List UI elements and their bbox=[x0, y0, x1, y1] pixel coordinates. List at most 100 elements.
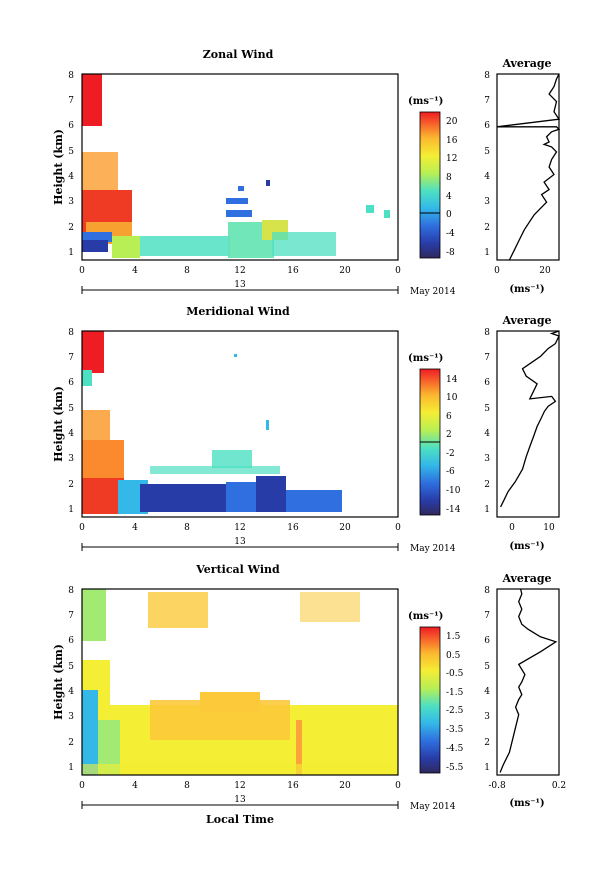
colorbar-units: (ms⁻¹) bbox=[408, 353, 443, 364]
avg-x-label: (ms⁻¹) bbox=[509, 798, 544, 809]
plot-frame bbox=[81, 588, 399, 776]
y-tick-labels: 1 2 3 4 5 6 7 8 bbox=[68, 586, 74, 773]
panel-title: Meridional Wind bbox=[186, 305, 290, 318]
svg-text:0: 0 bbox=[395, 781, 401, 791]
svg-text:7: 7 bbox=[484, 96, 490, 106]
svg-text:4: 4 bbox=[484, 687, 490, 697]
svg-text:12: 12 bbox=[446, 154, 457, 164]
month-label: May 2014 bbox=[410, 802, 456, 812]
avg-x-tick: 0 bbox=[494, 266, 500, 276]
svg-text:2: 2 bbox=[484, 738, 490, 748]
svg-text:4: 4 bbox=[132, 781, 138, 791]
svg-text:6: 6 bbox=[68, 378, 74, 388]
month-label: May 2014 bbox=[410, 287, 456, 297]
svg-text:6: 6 bbox=[484, 636, 490, 646]
svg-text:3: 3 bbox=[484, 712, 490, 722]
avg-y-tick-labels: 1 2 3 4 5 6 7 8 bbox=[484, 328, 490, 515]
svg-text:12: 12 bbox=[234, 781, 245, 791]
svg-text:20: 20 bbox=[339, 781, 351, 791]
day-label: 13 bbox=[234, 280, 246, 290]
svg-text:0: 0 bbox=[395, 523, 401, 533]
svg-text:0: 0 bbox=[446, 210, 452, 220]
x-tick-labels: 0 4 8 12 16 20 0 bbox=[79, 523, 401, 533]
avg-y-tick-labels: 1 2 3 4 5 6 7 8 bbox=[484, 586, 490, 773]
svg-text:-8: -8 bbox=[446, 248, 455, 258]
svg-text:8: 8 bbox=[68, 71, 74, 81]
svg-text:-1.5: -1.5 bbox=[446, 688, 464, 698]
svg-text:8: 8 bbox=[184, 781, 190, 791]
svg-text:0: 0 bbox=[79, 523, 85, 533]
svg-text:-0.5: -0.5 bbox=[446, 669, 464, 679]
svg-text:7: 7 bbox=[484, 611, 490, 621]
svg-text:5: 5 bbox=[484, 662, 490, 672]
day-bar bbox=[81, 286, 399, 294]
colorbar-tick-labels: 1.5 0.5 -0.5 -1.5 -2.5 -3.5 -4.5 -5.5 bbox=[446, 632, 464, 773]
month-label: May 2014 bbox=[410, 544, 456, 554]
svg-text:0: 0 bbox=[395, 266, 401, 276]
svg-text:6: 6 bbox=[68, 636, 74, 646]
avg-profile-line bbox=[499, 588, 558, 773]
svg-text:5: 5 bbox=[68, 147, 74, 157]
svg-text:2: 2 bbox=[68, 223, 74, 233]
svg-text:1: 1 bbox=[68, 248, 74, 258]
svg-text:0: 0 bbox=[79, 266, 85, 276]
avg-title: Average bbox=[501, 57, 551, 70]
svg-text:-10: -10 bbox=[446, 486, 461, 496]
colorbar-units: (ms⁻¹) bbox=[408, 611, 443, 622]
panel-title: Vertical Wind bbox=[195, 563, 280, 576]
svg-text:3: 3 bbox=[484, 197, 490, 207]
svg-text:-4.5: -4.5 bbox=[446, 744, 464, 754]
svg-text:4: 4 bbox=[446, 192, 452, 202]
svg-text:-3.5: -3.5 bbox=[446, 725, 464, 735]
svg-text:4: 4 bbox=[484, 429, 490, 439]
svg-text:14: 14 bbox=[446, 375, 458, 385]
svg-text:2: 2 bbox=[68, 738, 74, 748]
heatmap-data bbox=[82, 589, 398, 775]
avg-x-tick: -0.8 bbox=[488, 781, 506, 791]
svg-text:6: 6 bbox=[484, 121, 490, 131]
y-axis-label: Height (km) bbox=[52, 129, 65, 205]
y-axis-label: Height (km) bbox=[52, 644, 65, 720]
x-tick-labels: 0 4 8 12 16 20 0 bbox=[79, 781, 401, 791]
svg-text:-4: -4 bbox=[446, 229, 455, 239]
avg-x-tick: 10 bbox=[543, 523, 555, 533]
svg-text:3: 3 bbox=[484, 454, 490, 464]
avg-x-tick: 20 bbox=[539, 266, 551, 276]
day-bar bbox=[81, 801, 399, 809]
y-tick-labels: 1 2 3 4 5 6 7 8 bbox=[68, 328, 74, 515]
colorbar-units: (ms⁻¹) bbox=[408, 96, 443, 107]
svg-text:8: 8 bbox=[484, 71, 490, 81]
svg-text:2: 2 bbox=[68, 480, 74, 490]
svg-text:-6: -6 bbox=[446, 467, 455, 477]
svg-text:16: 16 bbox=[287, 781, 299, 791]
svg-text:8: 8 bbox=[484, 586, 490, 596]
panel-meridional: Meridional Wind 1 2 3 4 5 6 7 8 bbox=[52, 305, 560, 554]
avg-x-label: (ms⁻¹) bbox=[509, 284, 544, 295]
svg-text:8: 8 bbox=[184, 523, 190, 533]
svg-text:16: 16 bbox=[287, 266, 299, 276]
svg-text:16: 16 bbox=[287, 523, 299, 533]
colorbar bbox=[419, 626, 441, 774]
svg-text:-14: -14 bbox=[446, 505, 461, 515]
x-axis-label: Local Time bbox=[206, 813, 274, 826]
svg-text:0.5: 0.5 bbox=[446, 651, 461, 661]
heatmap-data bbox=[82, 331, 342, 514]
svg-text:20: 20 bbox=[339, 266, 351, 276]
plot-frame bbox=[81, 73, 399, 261]
svg-text:4: 4 bbox=[484, 172, 490, 182]
svg-text:8: 8 bbox=[68, 328, 74, 338]
svg-text:3: 3 bbox=[68, 454, 74, 464]
avg-title: Average bbox=[501, 572, 551, 585]
svg-text:8: 8 bbox=[68, 586, 74, 596]
avg-x-tick: 0.2 bbox=[552, 781, 566, 791]
svg-text:4: 4 bbox=[132, 523, 138, 533]
avg-profile-line bbox=[496, 73, 561, 261]
svg-text:5: 5 bbox=[484, 404, 490, 414]
svg-text:-2.5: -2.5 bbox=[446, 706, 464, 716]
svg-text:4: 4 bbox=[68, 429, 74, 439]
svg-text:2: 2 bbox=[446, 430, 452, 440]
svg-text:8: 8 bbox=[184, 266, 190, 276]
avg-profile-line bbox=[500, 330, 560, 508]
svg-text:6: 6 bbox=[446, 412, 452, 422]
